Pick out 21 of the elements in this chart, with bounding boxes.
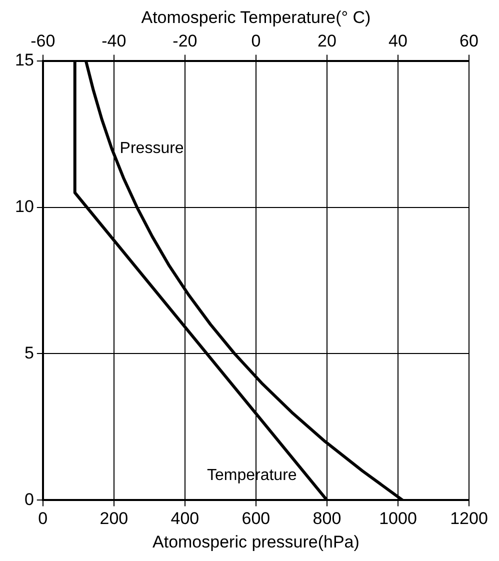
x2-tick-label: -20: [172, 31, 198, 50]
x-tick-label: 400: [170, 509, 200, 528]
y-tick-label: 0: [24, 490, 34, 509]
x-tick-label: 1200: [450, 509, 488, 528]
x-tick-label: 0: [38, 509, 48, 528]
y-tick-label: 5: [24, 343, 34, 362]
y-tick-label: 15: [14, 50, 34, 70]
x2-axis-title: Atomosperic Temperature(° C): [141, 8, 371, 27]
x-tick-label: 600: [242, 509, 270, 528]
x-tick-label: 800: [312, 509, 342, 528]
x2-tick-label: 60: [460, 31, 478, 50]
x-tick-label: 200: [100, 509, 128, 528]
x2-tick-label: 40: [388, 31, 408, 50]
x2-tick-label: -60: [30, 31, 56, 50]
x2-tick-label: 20: [318, 31, 336, 50]
y-tick-label: 10: [14, 196, 34, 216]
x2-tick-label: 0: [251, 31, 261, 50]
x-tick-label: 1000: [379, 509, 417, 528]
x-axis-title: Atomosperic pressure(hPa): [152, 532, 360, 552]
x2-tick-label: -40: [102, 31, 126, 50]
series-label: Pressure: [120, 140, 184, 158]
